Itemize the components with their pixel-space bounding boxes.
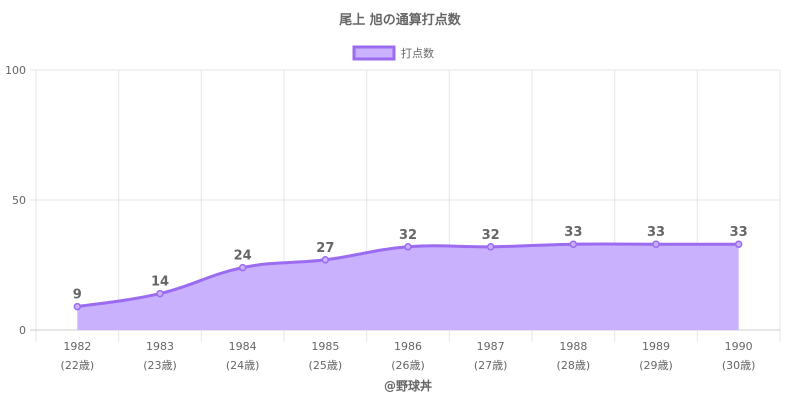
y-tick-label: 50 [12,194,26,207]
x-axis: 1982 (22歳) 1983 (23歳) 1984 (24歳) 1985 (25歳) 1986… [61,340,756,372]
footer-credit: @野球丼 [384,378,432,393]
x-tick-age-label: (29歳) [639,359,673,372]
x-tick-age-label: (22歳) [61,359,95,372]
x-tick-age-label: (26歳) [391,359,425,372]
y-tick-label: 100 [5,64,26,77]
x-tick-label: 1983 [146,340,174,353]
x-tick-label: 1988 [559,340,587,353]
x-tick-label: 1982 [63,340,91,353]
x-tick-label: 1990 [725,340,753,353]
y-tick-label: 0 [19,324,26,337]
x-tick-label: 1986 [394,340,422,353]
data-label: 32 [399,228,417,243]
x-tick-age-label: (25歳) [309,359,343,372]
data-point[interactable] [486,243,495,251]
data-label: 9 [73,288,82,303]
data-point[interactable] [238,263,247,272]
legend[interactable]: 打点数 [352,45,434,61]
data-point[interactable] [734,240,743,248]
data-point[interactable] [569,240,578,248]
x-tick-age-label: (24歳) [226,359,260,372]
data-label: 33 [647,225,665,240]
x-tick-age-label: (23歳) [143,359,177,372]
data-label: 14 [151,275,169,290]
x-tick-age-label: (28歳) [557,359,591,372]
series [73,240,743,330]
x-tick-label: 1985 [311,340,339,353]
legend-label: 打点数 [401,46,434,60]
x-tick-age-label: (27歳) [474,359,508,372]
legend-swatch [352,45,396,61]
y-axis: 0 50 100 [5,64,26,337]
data-point[interactable] [73,302,82,311]
data-label: 33 [564,225,582,240]
data-point[interactable] [404,243,412,251]
data-label: 33 [730,225,748,240]
x-tick-label: 1987 [477,340,505,353]
data-point[interactable] [156,289,164,298]
x-tick-label: 1989 [642,340,670,353]
data-label: 27 [316,241,334,256]
data-label: 24 [234,249,252,264]
data-point[interactable] [321,256,330,264]
x-tick-label: 1984 [229,340,257,353]
data-labels: 9 14 24 27 32 32 33 33 33 [73,225,748,302]
chart-title: 尾上 旭の通算打点数 [339,12,462,28]
data-point[interactable] [652,240,660,248]
x-tick-age-label: (30歳) [722,359,756,372]
data-label: 32 [482,228,500,243]
series-area [77,243,739,330]
